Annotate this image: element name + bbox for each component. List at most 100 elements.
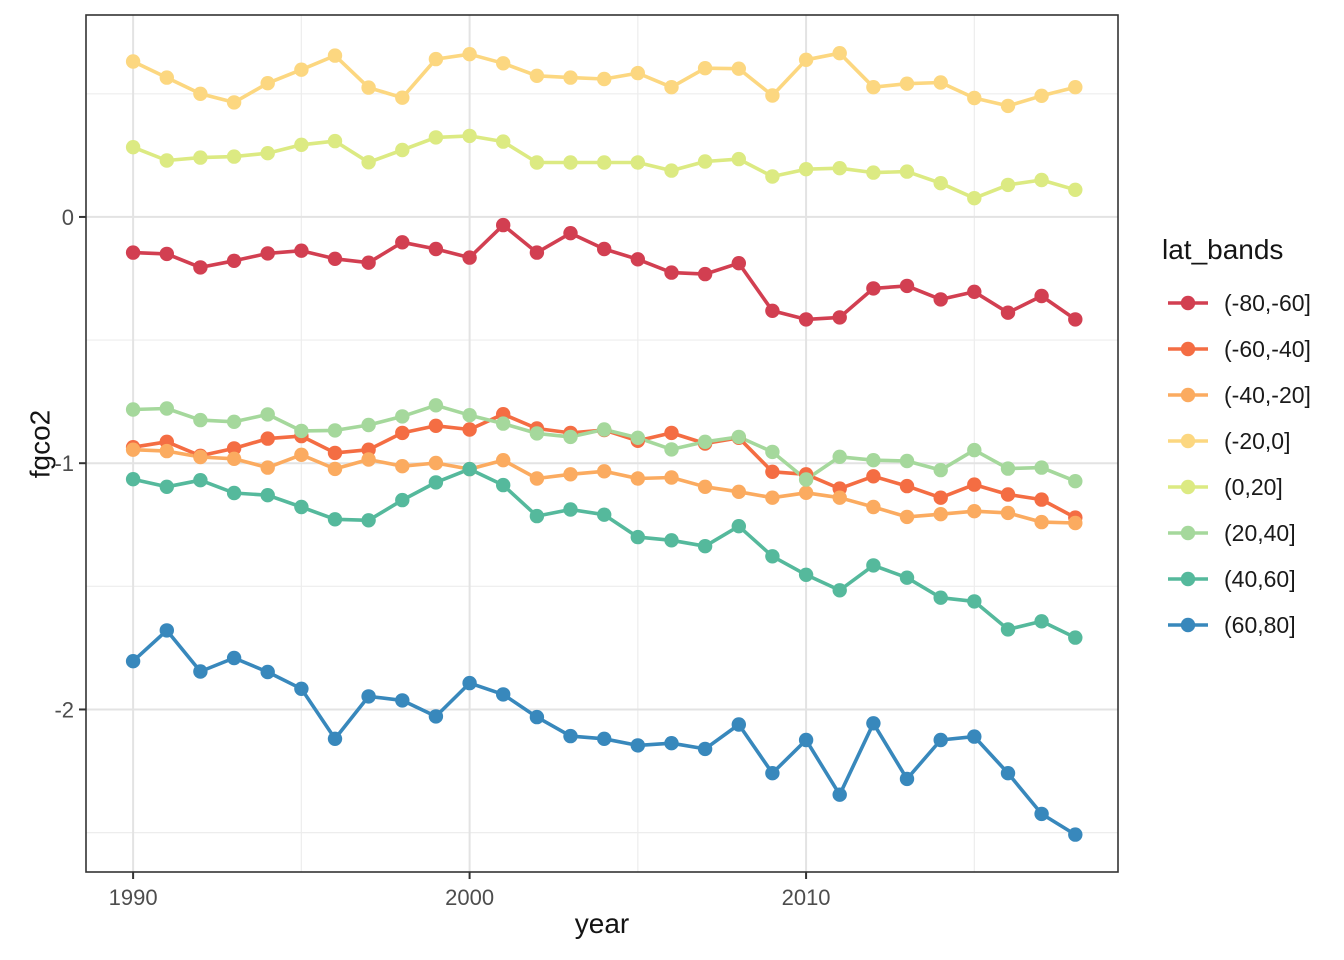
data-point <box>697 266 713 282</box>
data-point <box>294 62 309 77</box>
data-point <box>327 461 343 477</box>
data-point <box>159 479 174 494</box>
data-point <box>294 447 309 462</box>
data-point <box>933 75 948 90</box>
data-point <box>496 416 511 431</box>
data-point <box>1000 98 1016 114</box>
data-point <box>765 549 780 564</box>
data-point <box>1000 505 1016 521</box>
data-point <box>832 310 847 325</box>
data-point <box>529 245 545 260</box>
data-point <box>125 654 141 669</box>
data-point <box>967 594 982 609</box>
legend-item: (-20,0] <box>1150 418 1340 464</box>
data-point <box>899 478 915 494</box>
data-point <box>630 738 645 753</box>
data-point <box>159 70 174 85</box>
data-point <box>664 470 679 485</box>
data-point <box>226 451 242 466</box>
data-point <box>697 479 713 494</box>
data-point <box>327 445 343 461</box>
data-point <box>563 70 578 85</box>
legend-key-icon <box>1168 525 1208 541</box>
data-point <box>462 422 477 437</box>
data-point <box>832 161 847 176</box>
data-point <box>967 90 982 106</box>
data-point <box>428 455 444 471</box>
data-point <box>1034 88 1049 104</box>
data-point <box>664 265 679 280</box>
data-point <box>529 471 545 486</box>
data-point <box>731 484 746 499</box>
data-point <box>798 567 814 582</box>
data-point <box>428 241 444 257</box>
data-point <box>664 80 679 95</box>
legend-item: (0,20] <box>1150 464 1340 510</box>
data-point <box>361 689 376 704</box>
legend-item-label: (40,60] <box>1224 565 1296 592</box>
data-point <box>866 558 881 573</box>
data-point <box>765 766 780 781</box>
data-point <box>1034 172 1049 188</box>
data-point <box>125 442 141 457</box>
data-point <box>866 499 881 515</box>
data-point <box>529 155 545 170</box>
data-point <box>899 509 915 525</box>
data-point <box>933 490 948 505</box>
data-point <box>1000 487 1016 502</box>
data-point <box>395 90 410 105</box>
data-point <box>664 442 679 457</box>
legend-item-label: (60,80] <box>1224 611 1296 638</box>
data-point <box>1034 460 1049 475</box>
legend-title: lat_bands <box>1162 234 1284 265</box>
data-point <box>899 278 915 294</box>
data-point <box>395 409 410 424</box>
data-point <box>159 153 174 168</box>
data-point <box>260 431 275 446</box>
data-point <box>193 412 208 428</box>
data-point <box>933 590 948 605</box>
data-point <box>193 86 208 102</box>
data-point <box>361 417 376 433</box>
data-point <box>1000 766 1016 781</box>
data-point <box>697 434 713 449</box>
data-point <box>832 46 847 61</box>
data-point <box>967 191 982 206</box>
legend-item: (40,60] <box>1150 556 1340 602</box>
data-point <box>933 732 948 748</box>
data-point <box>226 95 242 110</box>
data-point <box>933 176 948 191</box>
data-point <box>1034 806 1049 822</box>
data-point <box>866 716 881 731</box>
data-point <box>1068 312 1083 327</box>
data-point <box>1000 177 1016 193</box>
panel-border <box>85 14 1119 873</box>
data-point <box>294 243 309 258</box>
data-point <box>798 162 814 177</box>
y-axis-title: fgco2 <box>24 409 56 479</box>
data-point <box>529 426 545 441</box>
data-point <box>866 281 881 296</box>
data-point <box>967 284 982 299</box>
data-point <box>1068 474 1083 489</box>
data-point <box>462 408 477 423</box>
data-point <box>1034 614 1049 629</box>
data-point <box>193 150 208 165</box>
data-point <box>832 449 847 464</box>
data-point <box>193 664 208 679</box>
data-point <box>361 155 376 170</box>
data-point <box>731 151 746 167</box>
data-point <box>327 133 343 149</box>
data-point <box>563 728 578 744</box>
data-point <box>496 687 511 702</box>
data-point <box>697 741 713 757</box>
data-point <box>226 650 242 666</box>
data-point <box>294 499 309 515</box>
data-point <box>563 155 578 170</box>
data-point <box>1034 288 1049 304</box>
data-point <box>327 731 343 746</box>
legend-item-label: (-40,-20] <box>1224 381 1311 408</box>
data-point <box>496 56 511 71</box>
data-point <box>395 235 410 250</box>
